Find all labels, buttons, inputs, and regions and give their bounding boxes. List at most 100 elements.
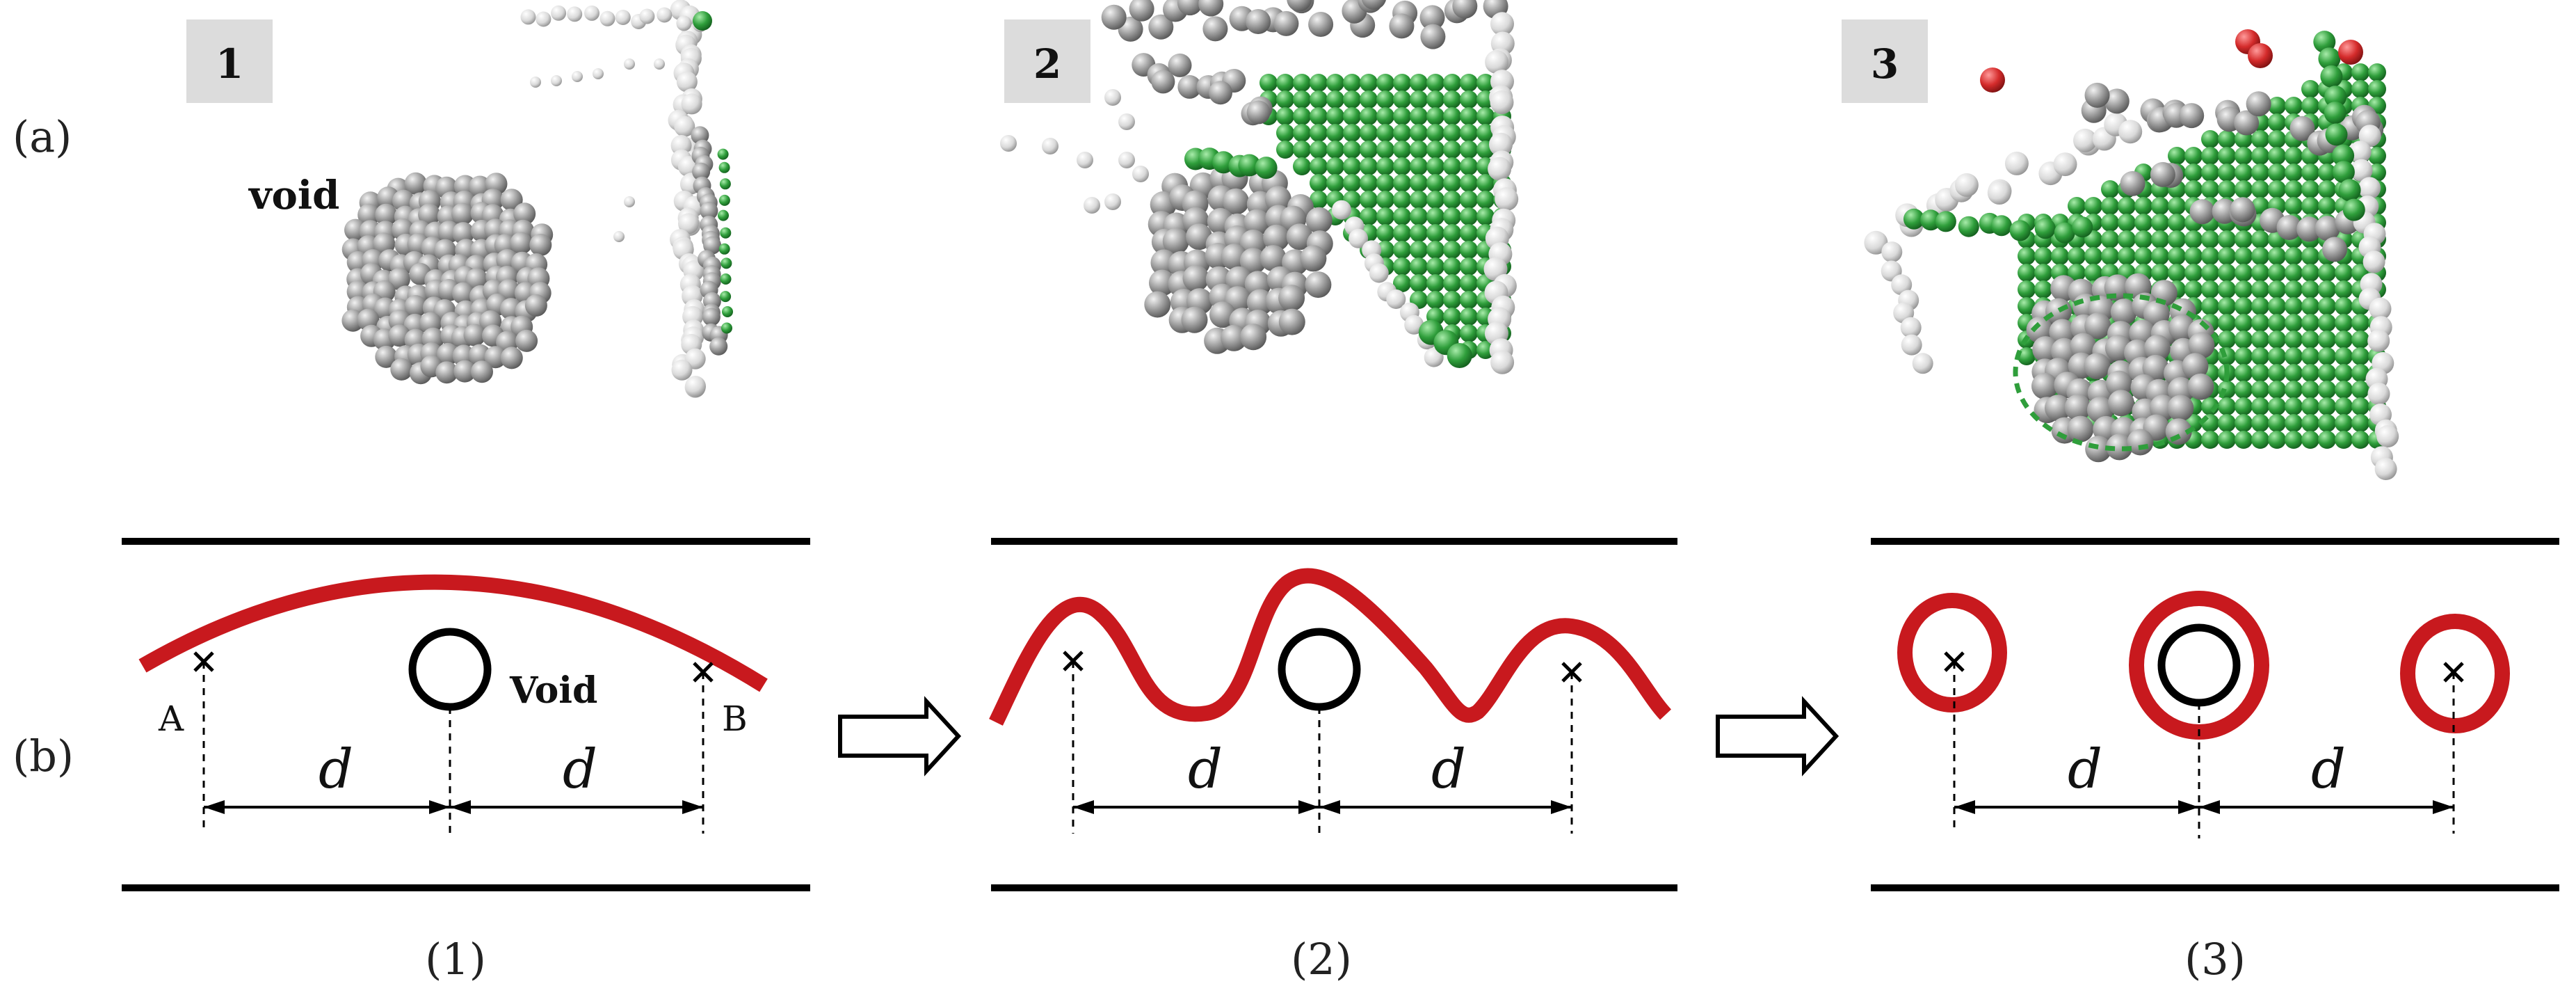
- badge-1-text: 1: [216, 40, 243, 88]
- stacking-fault-atom: [2268, 414, 2286, 432]
- stacking-fault-atom: [1426, 141, 1444, 159]
- stacking-fault-atom: [2351, 331, 2369, 349]
- void-atom: [1239, 229, 1266, 256]
- stacking-fault-atom: [2068, 264, 2086, 282]
- stacking-fault-atom: [2235, 297, 2253, 315]
- row-label-b: (b): [13, 731, 74, 781]
- stacking-fault-atom: [2318, 264, 2336, 282]
- boundary-atom: [2369, 297, 2392, 320]
- void-atom: [471, 360, 493, 383]
- void-atom: [357, 203, 380, 226]
- stacking-fault-atom: [2335, 297, 2353, 315]
- stacking-fault-atom: [2018, 247, 2036, 265]
- stacking-fault-red-atom: [2248, 43, 2273, 68]
- void-atom: [1144, 291, 1171, 318]
- stacking-fault-atom: [1326, 107, 1344, 125]
- boundary-atom: [1129, 0, 1154, 22]
- stacking-fault-atom: [1360, 141, 1378, 159]
- stacking-fault-atom: [2318, 347, 2336, 365]
- stacking-fault-atom: [2301, 164, 2319, 182]
- void-outline-dashed: [2013, 293, 2230, 452]
- schematic-panel-2: d d (2): [989, 538, 1677, 985]
- loose-atom: [572, 71, 583, 82]
- stacking-fault-atom: [1376, 241, 1394, 259]
- stacking-fault-atom: [2201, 180, 2219, 198]
- boundary-atom: [2367, 329, 2390, 352]
- defect-atom: [1935, 211, 1956, 232]
- boundary-atom: [2276, 215, 2302, 240]
- boundary-atom: [1900, 317, 1922, 338]
- boundary-atom: [1273, 10, 1299, 36]
- stacking-fault-atom: [2201, 164, 2219, 182]
- stacking-fault-atom: [1376, 191, 1394, 209]
- stacking-fault-atom: [2235, 331, 2253, 349]
- stacking-fault-atom: [1443, 174, 1461, 192]
- stacking-fault-atom: [2335, 414, 2353, 432]
- void-atom: [453, 360, 476, 383]
- stacking-fault-atom: [2235, 264, 2253, 282]
- void-atom: [513, 202, 536, 225]
- row-label-a: (a): [13, 111, 72, 162]
- void-atom: [435, 361, 458, 384]
- stacking-fault-atom: [2251, 230, 2269, 248]
- stacking-fault-atom: [2335, 364, 2353, 382]
- stacking-fault-atom: [1393, 274, 1411, 292]
- stacking-fault-atom: [1326, 124, 1344, 142]
- stacking-fault-atom: [2301, 331, 2319, 349]
- boundary-atom: [1101, 4, 1127, 30]
- dislocation-loop-right: [2400, 614, 2510, 733]
- void-atom: [515, 329, 538, 352]
- boundary-atom: [1490, 90, 1514, 114]
- stacking-fault-atom: [2268, 97, 2286, 115]
- stacking-fault-atom: [1310, 90, 1328, 109]
- defect-atom: [2313, 31, 2336, 54]
- stacking-fault-atom: [2268, 397, 2286, 415]
- boundary-atom: [1246, 9, 1271, 34]
- stacking-fault-atom: [1293, 141, 1311, 159]
- void-atom: [2167, 395, 2194, 422]
- stacking-fault-atom: [2285, 397, 2303, 415]
- stacking-fault-atom: [2235, 180, 2253, 198]
- loose-atom: [1000, 135, 1017, 152]
- stacking-fault-atom: [2285, 164, 2303, 182]
- void-atom: [2084, 312, 2111, 340]
- stacking-fault-atom: [1443, 90, 1461, 109]
- void-atom: [2067, 415, 2094, 443]
- boundary-atom: [703, 236, 722, 255]
- defect-atom: [1255, 157, 1278, 180]
- stacking-fault-atom: [1393, 124, 1411, 142]
- defect-atom: [720, 227, 732, 239]
- boundary-atom: [692, 162, 711, 181]
- stacking-fault-atom: [1293, 124, 1311, 142]
- stacking-fault-atom: [1410, 107, 1428, 125]
- defect-atom: [718, 194, 730, 206]
- stacking-fault-atom: [2251, 347, 2269, 365]
- stacking-fault-atom: [1276, 124, 1294, 142]
- boundary-atom: [520, 9, 536, 25]
- void-atom: [2105, 370, 2132, 397]
- boundary-atom: [2150, 161, 2175, 187]
- stacking-fault-atom: [1360, 174, 1378, 192]
- stacking-fault-atom: [2251, 130, 2269, 148]
- void-atom: [390, 358, 413, 381]
- stacking-fault-atom: [1460, 74, 1478, 92]
- stacking-fault-atom: [1426, 124, 1444, 142]
- stacking-fault-atom: [2268, 280, 2286, 298]
- defect-atom: [2342, 198, 2365, 221]
- boundary-atom: [1912, 353, 1933, 374]
- stacking-fault-atom: [2184, 280, 2203, 298]
- void-atom: [510, 232, 533, 255]
- void-atom: [2064, 394, 2091, 421]
- stacking-fault-atom: [1426, 90, 1444, 109]
- stacking-fault-atom: [1376, 124, 1394, 142]
- boundary-atom: [681, 93, 702, 115]
- stacking-fault-atom: [1410, 224, 1428, 242]
- stacking-fault-atom: [1310, 174, 1328, 192]
- stacking-fault-atom: [2335, 314, 2353, 332]
- stacking-fault-atom: [1460, 174, 1478, 192]
- loose-atom: [593, 68, 604, 79]
- badge-2-text: 2: [1033, 40, 1061, 88]
- stacking-fault-atom: [1410, 274, 1428, 292]
- boundary-atom: [2358, 177, 2381, 200]
